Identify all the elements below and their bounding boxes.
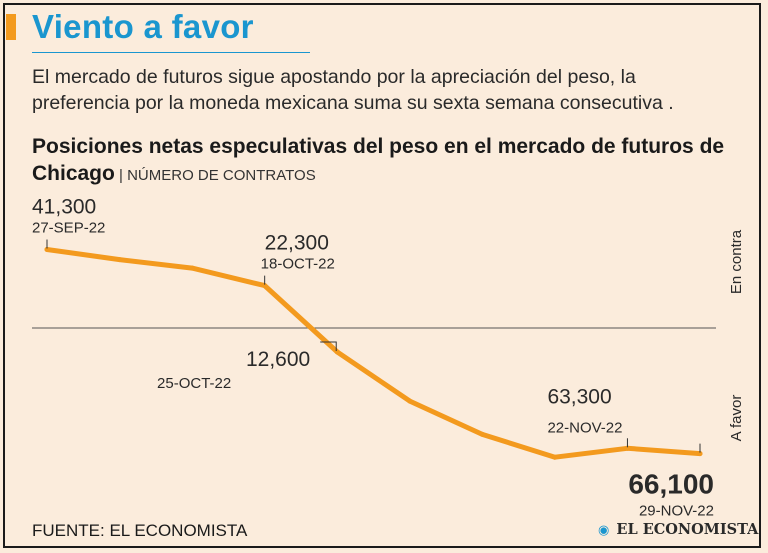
brand-name: EL ECONOMISTA (616, 521, 759, 538)
date-label: 22-NOV-22 (547, 419, 622, 436)
page-title: Viento a favor (32, 8, 254, 45)
infographic-frame (3, 3, 761, 548)
chart-unit-label: NÚMERO DE CONTRATOS (127, 167, 316, 184)
value-label: 66,100 (628, 469, 714, 500)
date-label: 25-OCT-22 (157, 375, 231, 392)
data-point-15-nov-22 (552, 454, 558, 460)
point-tick (320, 341, 337, 351)
axis-label-a-favor: A favor (728, 395, 745, 442)
value-label: 22,300 (265, 232, 329, 255)
value-label: 41,300 (32, 196, 96, 219)
data-point-22-nov-22 (624, 445, 630, 451)
chart-title: Posiciones netas especulativas del peso … (32, 133, 732, 189)
data-point-08-nov-22 (479, 431, 485, 437)
data-point-04-oct-22 (117, 257, 123, 263)
data-point-01-nov-22 (407, 398, 413, 404)
newspaper-logo-icon: ◉ (598, 523, 610, 538)
data-point-25-oct-22 (334, 349, 340, 355)
axis-label-en-contra: En contra (728, 229, 745, 294)
date-label: 18-OCT-22 (261, 256, 335, 273)
value-label: 12,600 (246, 348, 310, 371)
value-label: 63,300 (547, 385, 611, 408)
chart-title-separator: | (114, 167, 128, 184)
series-line (44, 247, 703, 460)
data-point-18-oct-22 (262, 283, 268, 289)
title-underline (32, 52, 310, 53)
data-point-29-nov-22 (697, 451, 703, 457)
chart-title-main: Posiciones netas especulativas del peso … (32, 135, 725, 185)
brand-logo: ◉ EL ECONOMISTA (598, 521, 758, 538)
data-point-27-sep-22 (44, 247, 50, 253)
date-label: 29-NOV-22 (639, 503, 714, 520)
source-note: FUENTE: EL ECONOMISTA (32, 521, 248, 540)
data-point-11-oct-22 (189, 265, 195, 271)
title-accent-bar (6, 14, 16, 40)
page-subtitle: El mercado de futuros sigue apostando po… (32, 66, 674, 114)
date-label: 27-SEP-22 (32, 220, 105, 237)
